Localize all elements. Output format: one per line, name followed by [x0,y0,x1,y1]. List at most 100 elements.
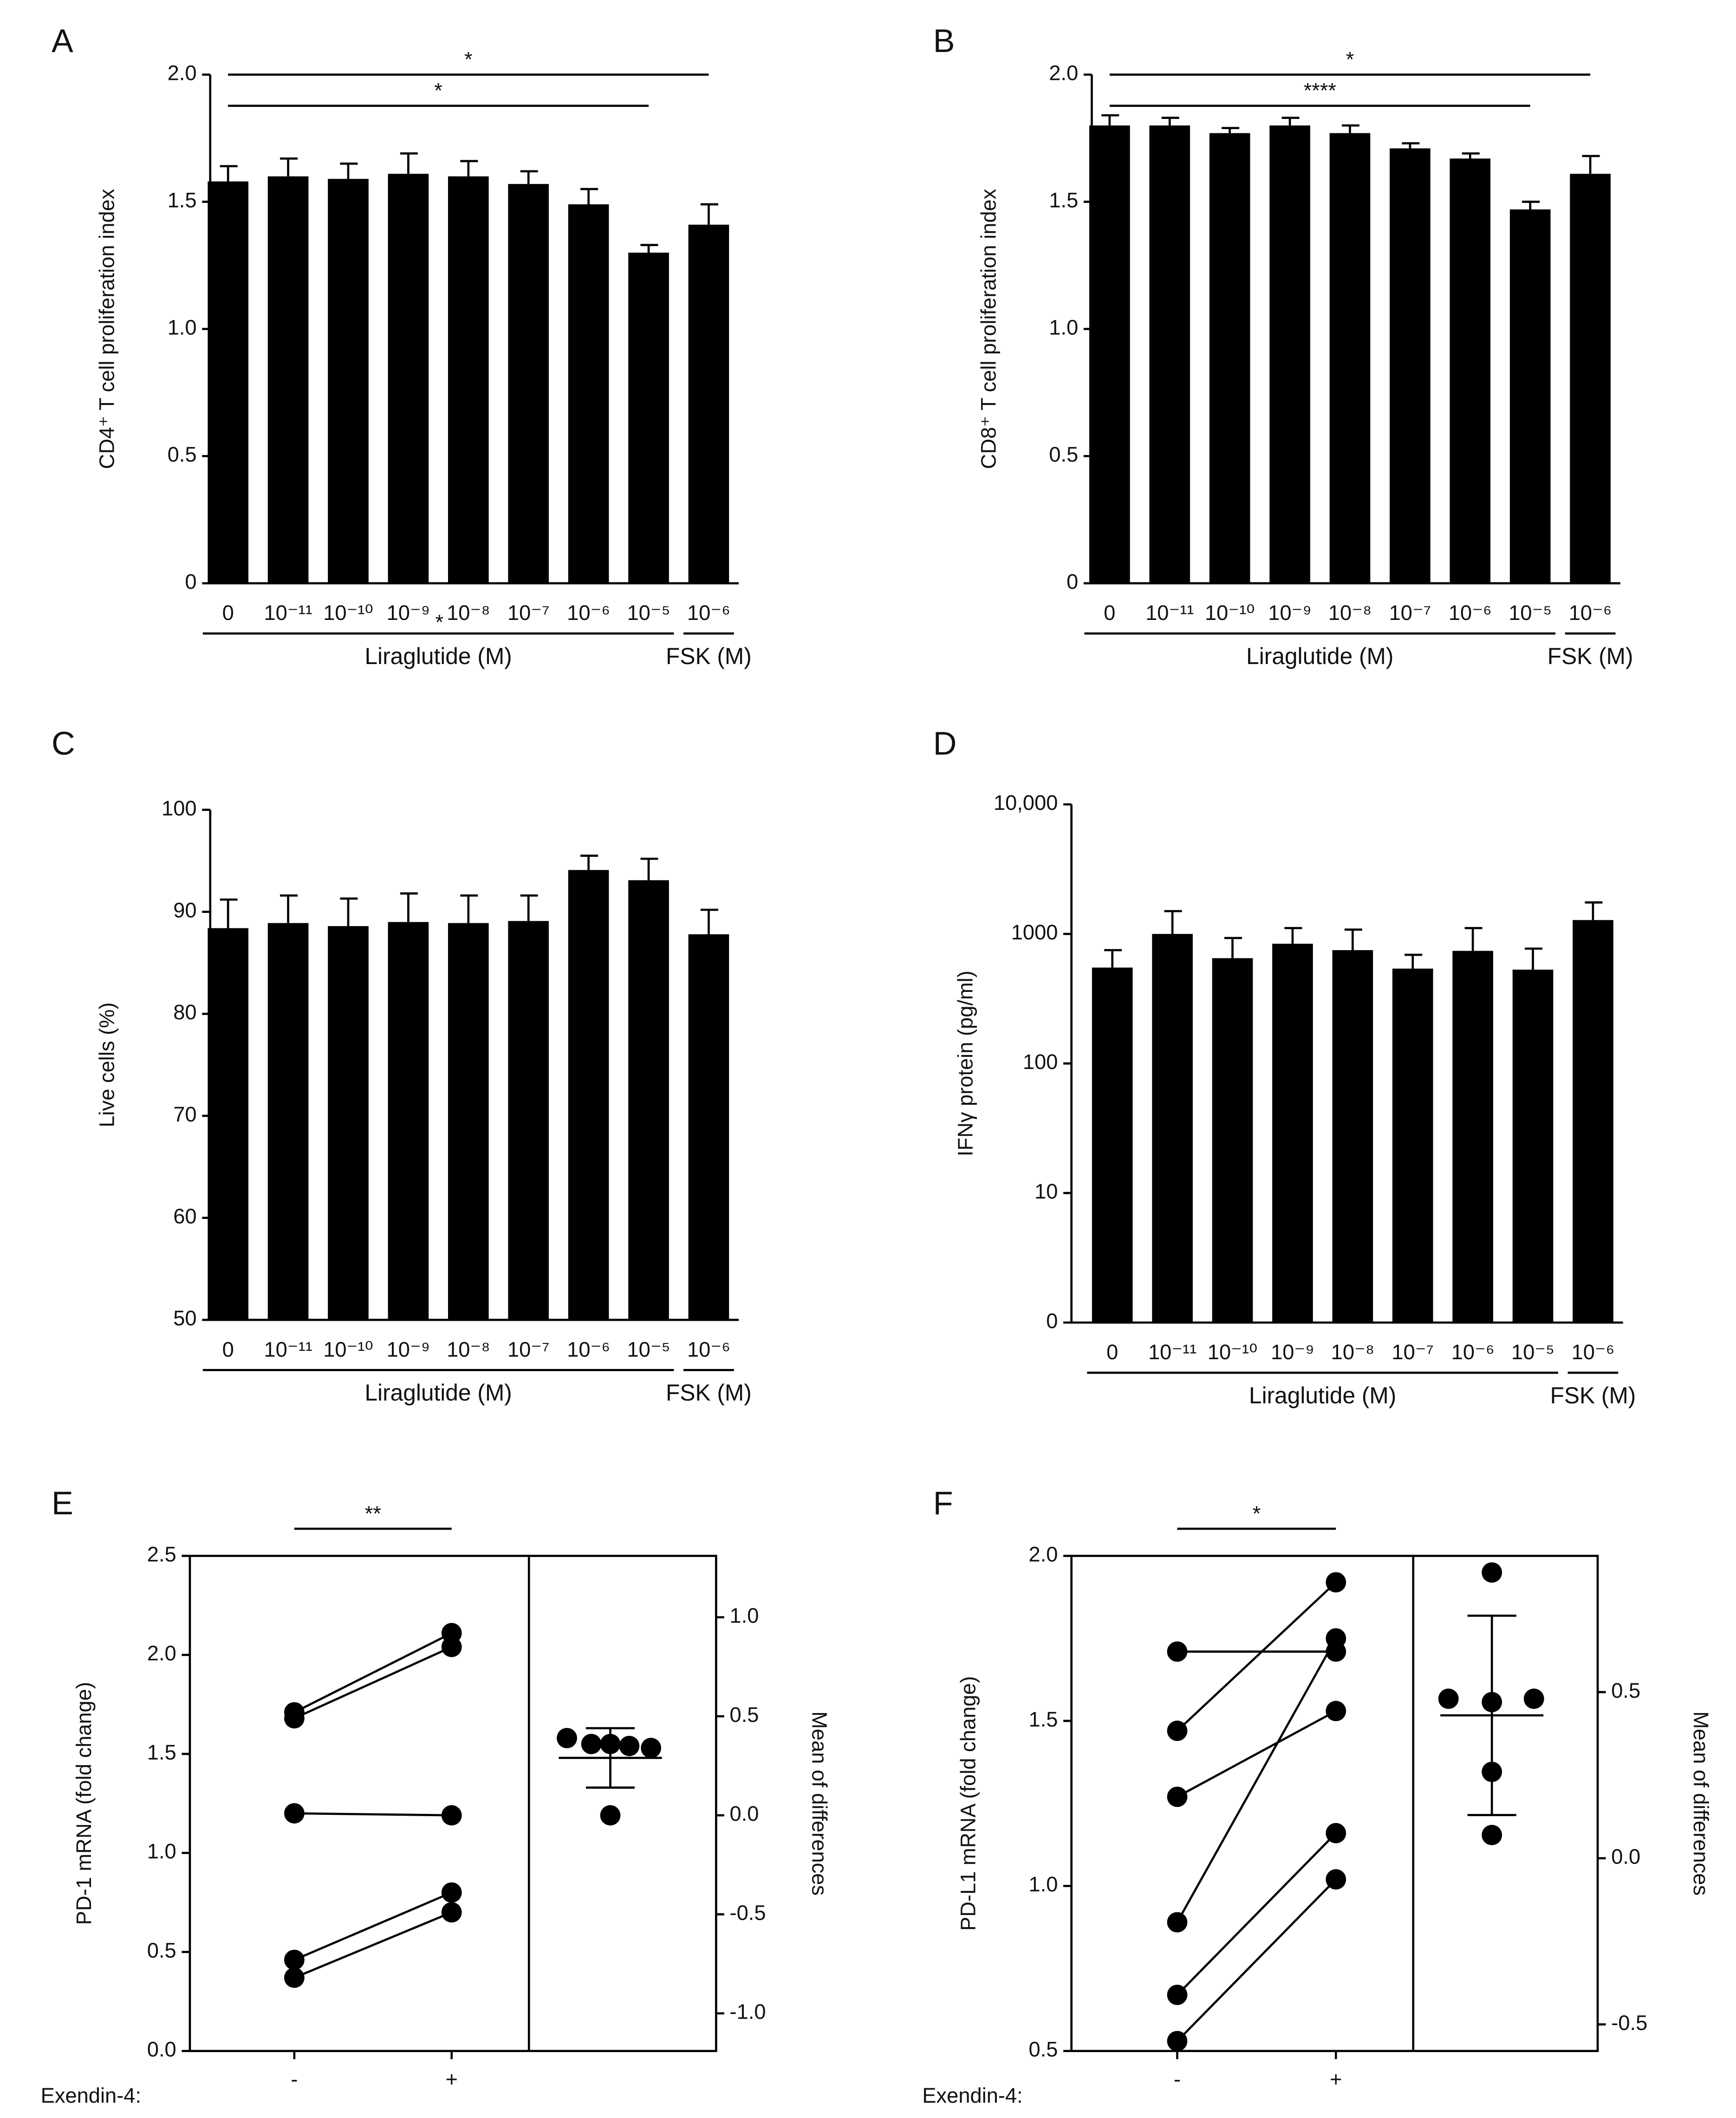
y-tick-label: 0.5 [168,443,197,466]
x-tick-label: 10⁻⁷ [507,1337,550,1361]
plot-frame [1070,1555,1599,2053]
x-tick-label: 10⁻⁶ [1451,1340,1495,1364]
bar [267,923,309,1320]
error-bar [460,160,478,176]
y-tick-label: 0.5 [1049,443,1078,466]
y-tick-label: 2.0 [147,1642,176,1665]
error-bar [460,894,478,923]
bar [1152,934,1193,1323]
x-tick-label: 10⁻¹¹ [264,601,312,625]
bar [328,179,369,584]
y2-tick-label: 0.5 [730,1703,759,1727]
y-axis-label: PD-1 mRNA (fold change) [72,1682,96,1925]
error-bar [700,908,718,934]
x-tick-label: 10⁻¹¹ [264,1337,312,1361]
pair-line [293,1646,452,1720]
bar [388,922,429,1320]
error-bar [640,857,658,880]
bar [208,928,248,1320]
point [1326,1869,1346,1890]
pair-line [1176,1638,1337,1923]
pair-line [293,1891,452,1961]
point [441,1882,462,1903]
x-tick-label: 10⁻⁶ [1572,1340,1615,1364]
point [1167,1641,1188,1662]
x-tick-label: 10⁻⁸ [1328,601,1372,625]
y2-tick-label: 1.0 [730,1604,759,1628]
x-tick-label: 10⁻⁸ [447,601,490,625]
difference-point [1482,1692,1502,1713]
point [1326,1628,1346,1649]
x-tick-label: 10⁻¹⁰ [323,601,373,625]
x-tick-label: 10⁻⁶ [567,1337,610,1361]
y-tick-label: 1.0 [147,1839,176,1863]
x-tick-label: 10⁻¹¹ [1148,1340,1196,1364]
pair-line [1176,1832,1337,1996]
point [284,1967,305,1988]
panel-letter: A [52,23,73,59]
bar [508,184,549,584]
y-tick-label: 0.5 [147,1938,176,1962]
y2-tick-label: -0.5 [730,1901,766,1924]
error-bar [640,244,658,253]
y-axis-label: CD4⁺ T cell proliferation index [95,189,119,469]
error-bar [400,152,418,174]
error-bar [400,892,418,922]
bar [628,253,669,584]
y-tick-label: 2.5 [147,1542,176,1566]
significance-label: * [1253,1502,1261,1525]
x-tick-label: 10⁻⁵ [1511,1340,1554,1364]
y-tick-label: 1.0 [168,315,197,339]
x-tick-label: 10⁻⁶ [1449,601,1492,625]
pair-line [294,1812,452,1817]
y-tick-label: 2.0 [1049,61,1078,85]
bar [1332,950,1373,1323]
group-label: FSK (M) [1550,1382,1636,1408]
significance-label: * [434,79,442,103]
y2-tick-label: -0.5 [1611,2011,1647,2034]
x-tick-label: 10⁻⁷ [1391,1340,1434,1364]
bar [1573,920,1613,1323]
y-tick-label: 0 [1066,570,1078,593]
y-tick-label: 10 [1034,1180,1058,1203]
bar [1329,133,1371,584]
bar [628,880,669,1320]
difference-point [600,1805,621,1826]
error-bar [1104,949,1122,968]
x-tick-label: 10⁻⁸ [447,1337,490,1361]
x-tick-label: 0 [1106,1340,1118,1364]
significance-label: * [1346,47,1354,71]
x-tick-label: 10⁻¹¹ [1145,601,1194,625]
difference-point [1438,1688,1459,1709]
x-tick-label: 10⁻¹⁰ [1205,601,1255,625]
point [441,1636,462,1657]
y-tick-label: 1.5 [1049,188,1078,212]
difference-point [1523,1688,1544,1709]
x-tick-label: 10⁻⁶ [687,601,730,625]
point [284,1949,305,1970]
panel-letter: C [52,725,75,762]
significance-label: **** [1304,79,1336,103]
x-tick-label: + [446,2067,458,2091]
bar [688,224,729,584]
y-tick-label: 0 [1046,1309,1058,1333]
bar [508,921,549,1320]
error-bar [520,170,538,184]
y-axis-label: PD-L1 mRNA (fold change) [956,1676,980,1930]
bar [568,870,609,1320]
y-tick-label: 1.5 [147,1740,176,1764]
y-tick-label: 1.5 [1029,1707,1058,1731]
error-bar [1344,928,1362,951]
pair-line [293,1911,452,1979]
bar [1092,967,1133,1323]
error-bar [1224,937,1242,958]
error-bar [1582,155,1600,174]
x-tick-label: 10⁻⁵ [627,1337,670,1361]
bar [1452,951,1493,1323]
difference-point [1482,1761,1502,1782]
x-tick-label: - [1174,2067,1181,2091]
bar [1209,133,1250,584]
x-tick-label: 10⁻⁹ [1271,1340,1314,1364]
plot-frame [189,1555,717,2053]
